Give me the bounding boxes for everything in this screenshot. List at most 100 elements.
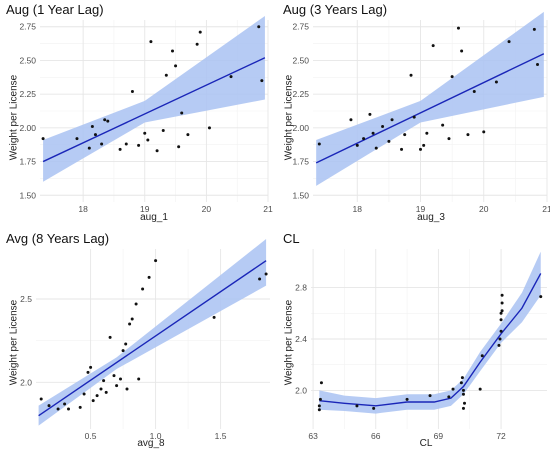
data-point <box>90 125 94 129</box>
data-point <box>461 406 465 410</box>
x-tick-label: 72 <box>496 431 506 441</box>
data-point <box>355 404 359 408</box>
data-point <box>125 387 129 391</box>
y-tick-label: 1.50 <box>19 190 36 200</box>
data-point <box>56 407 60 411</box>
data-point <box>87 146 91 150</box>
data-point <box>500 309 504 313</box>
y-tick-label: 2.4 <box>295 334 307 344</box>
data-point <box>108 335 112 339</box>
data-point <box>500 293 504 297</box>
y-tick-label: 1.50 <box>292 190 309 200</box>
data-point <box>149 40 153 44</box>
data-point <box>112 374 116 378</box>
chart-panel-aug-1: Aug (1 Year Lag) Weight per License 18 19… <box>0 0 275 227</box>
confidence-band <box>43 15 265 182</box>
chart-panel-avg-8: Avg (8 Years Lag) Weight per License 0.5… <box>0 227 275 454</box>
data-point <box>460 376 464 380</box>
data-point <box>93 133 97 137</box>
data-point <box>86 370 90 374</box>
chart-title: Avg (8 Years Lag) <box>6 231 110 246</box>
y-tick-label: 1.75 <box>292 157 309 167</box>
data-point <box>499 311 503 315</box>
data-point <box>456 26 460 30</box>
data-point <box>260 79 264 83</box>
data-point <box>124 142 128 146</box>
data-point <box>41 137 45 141</box>
data-point <box>317 404 321 408</box>
data-point <box>47 404 51 408</box>
data-point <box>82 392 86 396</box>
data-point <box>63 402 67 406</box>
data-point <box>104 390 108 394</box>
data-point <box>177 145 181 149</box>
data-point <box>349 118 353 122</box>
data-point <box>419 147 423 151</box>
data-point <box>39 397 43 401</box>
regression-line <box>315 53 545 164</box>
data-point <box>143 131 147 135</box>
data-point <box>403 133 407 137</box>
data-point <box>91 399 95 403</box>
data-point <box>134 302 138 306</box>
data-point <box>371 131 375 135</box>
x-tick-label: 69 <box>434 431 444 441</box>
data-point <box>451 387 455 391</box>
y-tick-label: 1.75 <box>19 157 36 167</box>
data-point <box>498 337 502 341</box>
data-point <box>536 62 540 66</box>
plot-area: 18 19 20 21 1.50 1.75 2.00 2.25 2.50 2.75 <box>292 11 550 214</box>
x-tick-label: 0.5 <box>85 431 97 441</box>
data-point <box>317 142 321 146</box>
data-point <box>161 129 165 133</box>
data-point <box>121 349 125 353</box>
data-point <box>141 287 145 291</box>
x-axis-label: CL <box>419 438 433 449</box>
data-point <box>102 379 106 383</box>
data-point <box>164 73 168 77</box>
data-point <box>317 408 321 412</box>
chart-panel-cl: CL Weight per License 63 66 69 72 2.0 2.4 2.8 … <box>275 227 550 454</box>
data-point <box>478 387 482 391</box>
data-point <box>99 387 103 391</box>
y-tick-label: 2.75 <box>292 22 309 32</box>
chart-title: Aug (1 Year Lag) <box>6 2 104 17</box>
data-point <box>431 44 435 48</box>
x-axis-label: aug_3 <box>417 212 445 223</box>
data-point <box>425 131 429 135</box>
data-point <box>381 125 385 129</box>
x-tick-label: 66 <box>371 431 381 441</box>
confidence-band <box>319 251 541 414</box>
data-point <box>257 25 261 29</box>
data-point <box>186 133 190 137</box>
data-point <box>212 315 216 319</box>
data-point <box>146 138 150 142</box>
x-tick-label: 19 <box>416 204 426 214</box>
data-point <box>447 137 451 141</box>
plot-area: 18 19 20 21 1.50 1.75 2.00 2.25 2.50 2.75 <box>19 15 273 214</box>
data-point <box>374 146 378 150</box>
data-point <box>422 143 426 147</box>
data-point <box>128 322 132 326</box>
data-point <box>137 377 141 381</box>
data-point <box>119 377 122 381</box>
x-tick-label: 1.5 <box>215 431 227 441</box>
data-point <box>319 381 323 385</box>
data-point <box>124 342 128 346</box>
data-point <box>137 143 141 147</box>
data-point <box>499 329 503 333</box>
data-point <box>461 392 465 396</box>
data-point <box>472 89 476 93</box>
y-tick-label: 2.75 <box>19 22 36 32</box>
data-point <box>499 318 503 322</box>
data-point <box>460 49 464 53</box>
data-point <box>195 42 199 46</box>
data-point <box>400 147 404 151</box>
data-point <box>405 397 409 401</box>
y-tick-label: 2.50 <box>19 55 36 65</box>
data-point <box>130 89 134 93</box>
data-point <box>497 343 501 347</box>
x-tick-label: 21 <box>263 204 273 214</box>
x-tick-label: 21 <box>542 204 550 214</box>
x-tick-label: 20 <box>479 204 489 214</box>
